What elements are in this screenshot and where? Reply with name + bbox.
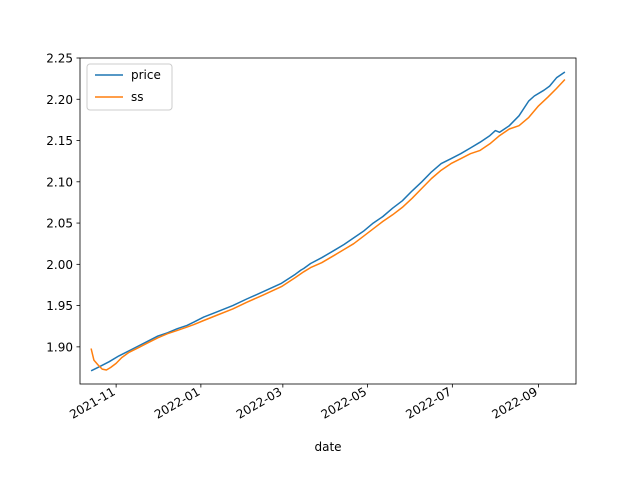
x-axis-label: date [314,440,341,454]
legend-label-price: price [131,68,161,82]
y-tick-label: 2.15 [46,134,73,148]
y-tick-label: 1.95 [46,299,73,313]
series-layer [90,71,566,372]
y-tick-label: 2.10 [46,175,73,189]
legend: price ss [86,63,173,111]
y-axis: 1.90 1.95 2.00 2.05 2.10 2.15 2.20 2.25 [46,52,80,354]
y-tick-label: 2.05 [46,217,73,231]
series-line-price [90,71,566,372]
y-tick-label: 2.25 [46,52,73,66]
y-tick-label: 2.20 [46,93,73,107]
y-tick-label: 2.00 [46,258,73,272]
y-tick-label: 1.90 [46,340,73,354]
series-line-ss [90,78,566,371]
legend-label-ss: ss [131,90,144,104]
axes-frame [79,57,577,385]
